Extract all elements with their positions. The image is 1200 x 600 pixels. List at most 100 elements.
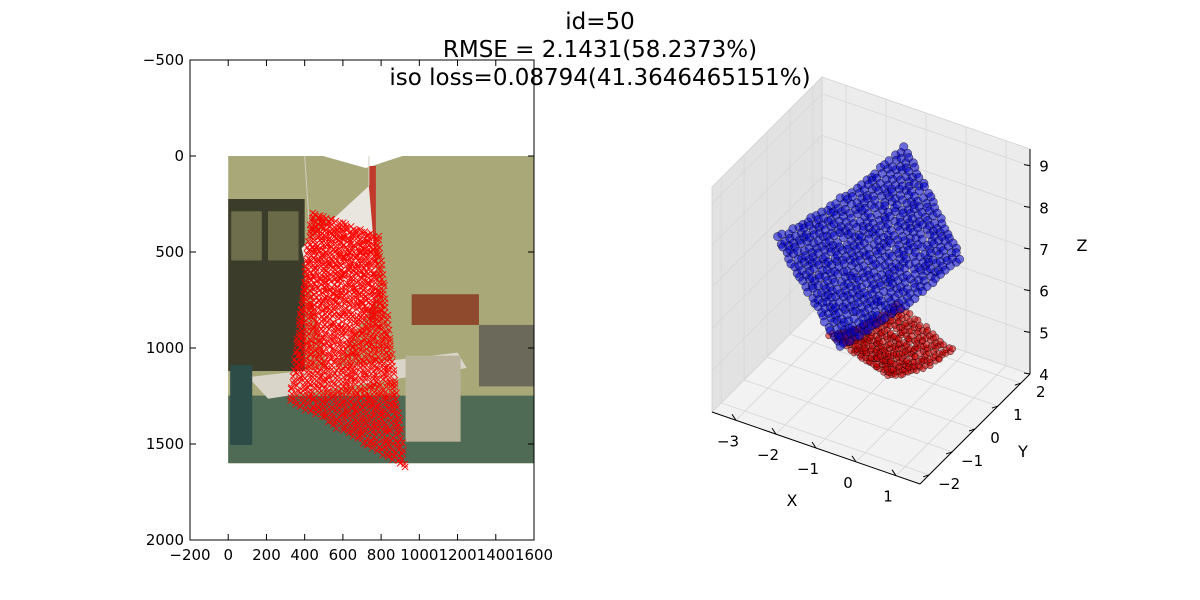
x-marker [374, 395, 382, 403]
x-marker [363, 355, 371, 363]
x-marker [397, 435, 405, 443]
z3d-tick [1023, 205, 1031, 208]
x-marker [367, 243, 375, 251]
x-marker [318, 410, 326, 418]
x-marker [337, 279, 345, 287]
x-marker [309, 370, 317, 378]
x-marker [306, 293, 314, 301]
x-marker [389, 456, 397, 464]
x-marker [320, 340, 328, 348]
x-tick-label: 1400 [477, 546, 515, 564]
x-marker [352, 392, 360, 400]
x-marker [372, 378, 380, 386]
x-marker [321, 278, 329, 286]
x-marker [360, 255, 368, 263]
x-marker [373, 365, 381, 373]
x-marker [327, 248, 335, 256]
x-marker [383, 315, 391, 323]
x-marker [365, 280, 373, 288]
y-tick-label: 2000 [146, 531, 184, 549]
x-marker [386, 334, 394, 342]
x3d-tick-label: −1 [797, 460, 819, 478]
x-marker [324, 367, 332, 375]
x-marker [328, 410, 336, 418]
x-marker [383, 330, 391, 338]
x-marker [334, 357, 342, 365]
x-marker [363, 312, 371, 320]
x-marker [359, 299, 367, 307]
x-marker [383, 392, 391, 400]
x-marker [296, 364, 304, 372]
photo-clutter [478, 324, 534, 387]
x-marker [389, 440, 397, 448]
x-marker [391, 376, 399, 384]
x-marker [333, 297, 341, 305]
x-marker [335, 341, 343, 349]
point [919, 182, 929, 192]
y3d-tick-label: −1 [961, 452, 983, 470]
x-marker [401, 463, 409, 471]
x-marker [309, 322, 317, 330]
x-marker [370, 334, 378, 342]
x-marker [347, 334, 355, 342]
x-marker [341, 330, 349, 338]
y3d-tick-label: 0 [990, 429, 1000, 447]
x-marker [333, 277, 341, 285]
x-marker [339, 254, 347, 262]
x-marker [307, 337, 315, 345]
x-marker [370, 372, 378, 380]
z3d-tick-label: 5 [1039, 324, 1049, 342]
x-marker [385, 425, 393, 433]
x-marker [338, 419, 346, 427]
x-marker [328, 271, 336, 279]
photo-floor [228, 395, 534, 464]
x-marker [384, 452, 392, 460]
x-marker [367, 277, 375, 285]
x-marker [386, 427, 394, 435]
x-marker [376, 252, 384, 261]
x-marker [346, 363, 354, 371]
x-marker [350, 248, 358, 256]
x3d-tick [851, 455, 857, 463]
x-marker [322, 412, 330, 420]
x-marker [340, 233, 348, 241]
x-marker [358, 338, 366, 346]
x-marker [367, 247, 375, 255]
x-marker [346, 274, 354, 282]
x-marker [321, 363, 329, 371]
x-marker [344, 357, 352, 365]
grid-line [711, 176, 1031, 288]
x-marker [357, 255, 365, 263]
x-marker [319, 390, 327, 398]
photo-window-pane [267, 211, 299, 261]
x-marker [326, 294, 334, 302]
x-marker [391, 380, 399, 388]
x-marker [386, 406, 394, 414]
z3d-tick-label: 6 [1039, 283, 1049, 301]
y3d-tick [968, 428, 976, 432]
x-marker [343, 225, 351, 233]
x-marker [316, 354, 324, 362]
x-marker [358, 434, 366, 442]
x-marker [292, 363, 300, 371]
x-marker [345, 307, 353, 315]
x-marker [388, 350, 396, 358]
photo-chair [230, 364, 253, 445]
point [914, 173, 924, 182]
x-tick-label: 1000 [400, 546, 438, 564]
z3d-tick [1023, 330, 1031, 333]
x-marker [347, 361, 355, 369]
x-marker [381, 400, 389, 408]
x-marker [319, 219, 327, 227]
x-marker [365, 253, 373, 261]
x-marker [304, 367, 313, 375]
x-marker [338, 323, 346, 331]
x-marker [317, 360, 325, 368]
x-marker [369, 384, 377, 392]
x-marker [306, 287, 314, 295]
x-marker [371, 410, 379, 419]
x-marker [349, 281, 357, 289]
x-marker [312, 268, 320, 276]
x-marker [292, 397, 300, 405]
